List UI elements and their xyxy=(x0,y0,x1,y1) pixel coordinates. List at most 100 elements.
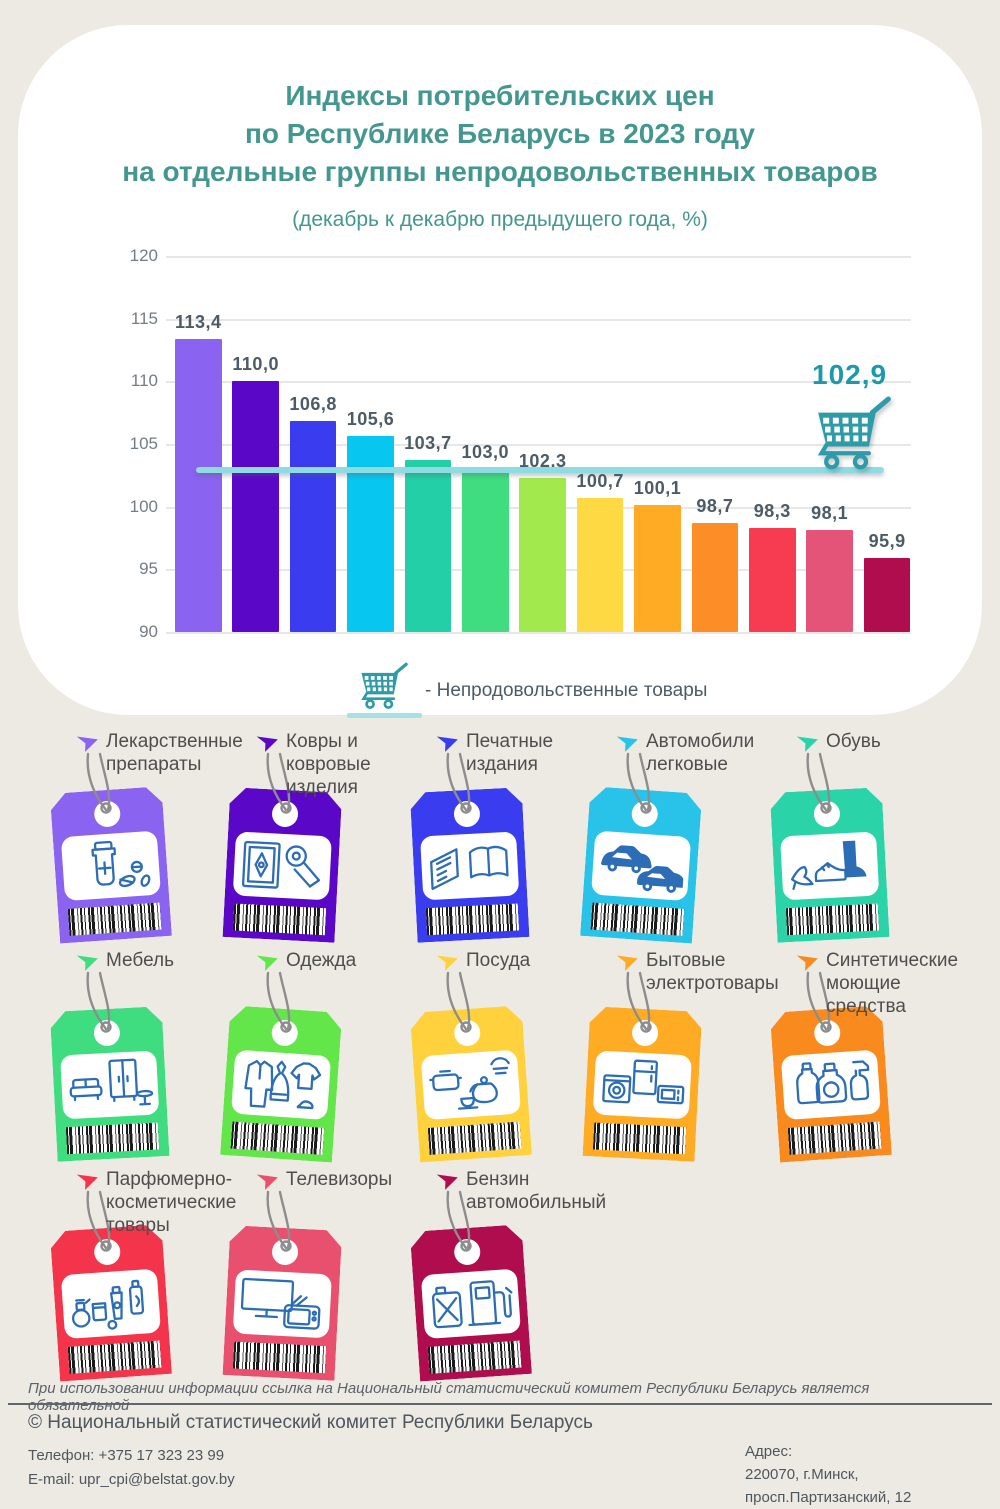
bar xyxy=(863,558,911,632)
barcode xyxy=(66,1122,159,1154)
category-tag-fuel: Бензин автомобильный xyxy=(410,1168,606,1387)
tag-body xyxy=(770,787,890,943)
gridline xyxy=(166,631,911,634)
cursor-arrow-icon xyxy=(256,955,278,971)
tag-label: Одежда xyxy=(286,950,357,971)
tag-head: Обувь xyxy=(796,730,966,754)
shoes-icon xyxy=(780,831,879,900)
medicine-icon xyxy=(61,831,161,902)
tag-label: Бензин автомобильный xyxy=(466,1169,607,1213)
tag-body xyxy=(580,786,702,943)
cursor-arrow-icon xyxy=(436,736,458,752)
bar xyxy=(289,421,337,632)
bar xyxy=(519,477,566,632)
tag-strings-icon xyxy=(266,971,292,1033)
footer-address: Адрес: 220070, г.Минск, просп.Партизанск… xyxy=(745,1440,911,1509)
address-line-2: просп.Партизанский, 12 xyxy=(745,1489,912,1506)
tag-head: Телевизоры xyxy=(256,1168,426,1192)
cursor-arrow-icon xyxy=(256,1174,278,1190)
category-tag-furniture: Мебель xyxy=(50,949,230,1168)
address-label: Адрес: xyxy=(745,1443,793,1460)
clothes-icon xyxy=(231,1050,331,1121)
gridline xyxy=(166,381,911,384)
bar-value-label: 110,0 xyxy=(232,354,279,375)
cursor-arrow-icon xyxy=(436,955,458,971)
footer-phone: Телефон: +375 17 323 23 99 xyxy=(28,1447,225,1464)
bar-value-label: 102,3 xyxy=(518,450,567,471)
footer-divider xyxy=(8,1403,992,1405)
category-tag-appliances: Бытовые электротовары xyxy=(590,949,779,1168)
bar-value-label: 100,1 xyxy=(633,478,682,499)
bar-value-label: 103,7 xyxy=(404,433,452,454)
category-tags: Лекарственные препараты Ковры и ковровые… xyxy=(50,730,958,1387)
cursor-arrow-icon xyxy=(796,736,818,752)
gridline xyxy=(166,318,911,321)
reference-line xyxy=(196,467,884,474)
tag-body xyxy=(410,1224,532,1381)
tag-body xyxy=(50,1006,170,1162)
bar-value-label: 113,4 xyxy=(175,311,222,332)
category-tag-tv: Телевизоры xyxy=(230,1168,410,1387)
tag-body xyxy=(770,1005,892,1162)
bar xyxy=(232,381,279,632)
appliances-icon xyxy=(593,1050,692,1119)
y-axis-label: 120 xyxy=(129,246,158,265)
tag-head: Печатные издания xyxy=(436,730,606,776)
cursor-arrow-icon xyxy=(616,736,638,752)
category-tag-detergent: Синтетические моющие средства xyxy=(770,949,958,1168)
tag-strings-icon xyxy=(266,1190,292,1252)
bar-value-label: 105,6 xyxy=(346,409,395,430)
bar xyxy=(576,497,624,632)
tag-head: Мебель xyxy=(76,949,246,973)
bar-value-label: 98,3 xyxy=(753,500,791,521)
bar-value-label: 98,1 xyxy=(811,503,849,524)
bar xyxy=(749,527,796,632)
barcode xyxy=(68,1341,162,1374)
tag-label: Бытовые электротовары xyxy=(646,950,779,994)
tag-body xyxy=(583,1006,703,1162)
tag-strings-icon xyxy=(86,752,112,814)
tag-label: Синтетические моющие средства xyxy=(826,950,959,1017)
cursor-arrow-icon xyxy=(76,1174,98,1190)
cars-icon xyxy=(591,831,691,902)
tag-label: Ковры и ковровые изделия xyxy=(286,731,371,798)
y-axis-label: 100 xyxy=(129,496,158,516)
tv-icon xyxy=(233,1269,332,1338)
bar-value-label: 98,7 xyxy=(696,495,734,516)
tag-body xyxy=(50,786,172,943)
tag-strings-icon xyxy=(446,971,472,1033)
tag-head: Бытовые электротовары xyxy=(616,949,786,995)
bar xyxy=(347,436,394,632)
legend-cart-underline xyxy=(347,713,422,718)
shopping-cart-icon xyxy=(817,396,891,470)
tag-head: Одежда xyxy=(256,949,426,973)
barcode xyxy=(593,1122,686,1154)
chart-panel: Индексы потребительских цен по Республик… xyxy=(18,25,982,718)
title-line-3: на отдельные группы непродовольственных … xyxy=(122,156,878,187)
barcode xyxy=(231,1122,325,1155)
bar xyxy=(462,469,509,632)
cursor-arrow-icon xyxy=(796,955,818,971)
tag-label: Телевизоры xyxy=(286,1169,393,1190)
tag-body xyxy=(223,1225,343,1381)
tag-strings-icon xyxy=(446,752,472,814)
bar-value-label: 103,0 xyxy=(461,442,510,462)
cursor-arrow-icon xyxy=(436,1174,458,1190)
category-tag-clothes: Одежда xyxy=(230,949,410,1168)
bar xyxy=(404,460,452,632)
tag-head: Ковры и ковровые изделия xyxy=(256,730,426,799)
shopping-cart-icon xyxy=(361,662,408,709)
y-axis-label: 110 xyxy=(130,371,158,391)
tag-body xyxy=(220,1005,342,1162)
bar xyxy=(806,530,853,632)
tag-body xyxy=(410,787,530,943)
category-tag-cosmetics: Парфюмерно-косметические товары xyxy=(50,1168,236,1387)
chart-cart-slot xyxy=(808,394,896,472)
bar xyxy=(691,522,739,632)
tag-strings-icon xyxy=(806,752,832,814)
category-tag-carpet: Ковры и ковровые изделия xyxy=(230,730,410,949)
barcode xyxy=(786,903,879,935)
tag-body xyxy=(50,1224,172,1381)
reference-line-label: 102,9 xyxy=(812,359,888,390)
detergent-icon xyxy=(781,1050,881,1121)
